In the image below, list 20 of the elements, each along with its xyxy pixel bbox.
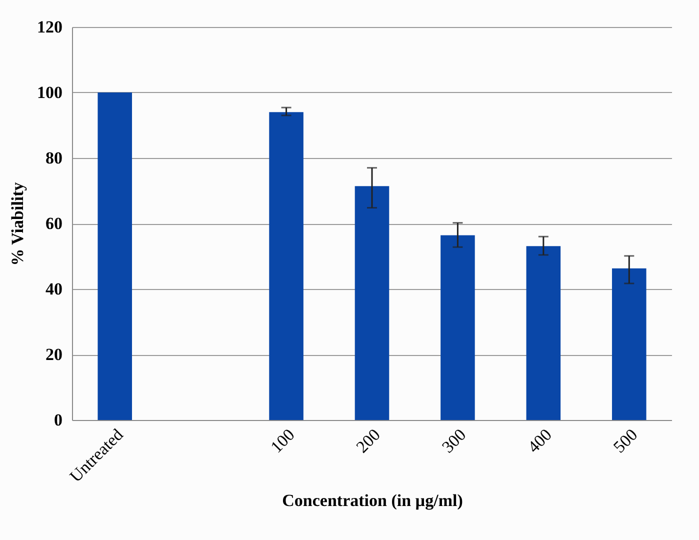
- x-tick-label: 200: [352, 425, 384, 457]
- bar: [612, 268, 646, 420]
- x-tick-label: 400: [524, 425, 556, 457]
- x-axis-title: Concentration (in µg/ml): [282, 491, 463, 510]
- x-tick-label: 100: [266, 425, 298, 457]
- bar: [269, 112, 304, 420]
- x-tick-label: 500: [610, 425, 642, 457]
- y-tick-label: 0: [54, 410, 62, 430]
- bar: [440, 235, 475, 420]
- y-tick-label: 120: [37, 18, 62, 36]
- y-tick-label: 80: [46, 148, 62, 168]
- bar: [354, 186, 390, 420]
- bar: [526, 246, 561, 420]
- y-tick-label: 40: [46, 280, 62, 298]
- bar: [98, 92, 132, 420]
- y-axis-title: % Viability: [8, 182, 27, 266]
- x-tick-label: 300: [438, 425, 470, 457]
- y-tick-label: 20: [46, 345, 62, 364]
- y-tick-label: 60: [46, 214, 62, 233]
- y-tick-label: 100: [37, 83, 62, 102]
